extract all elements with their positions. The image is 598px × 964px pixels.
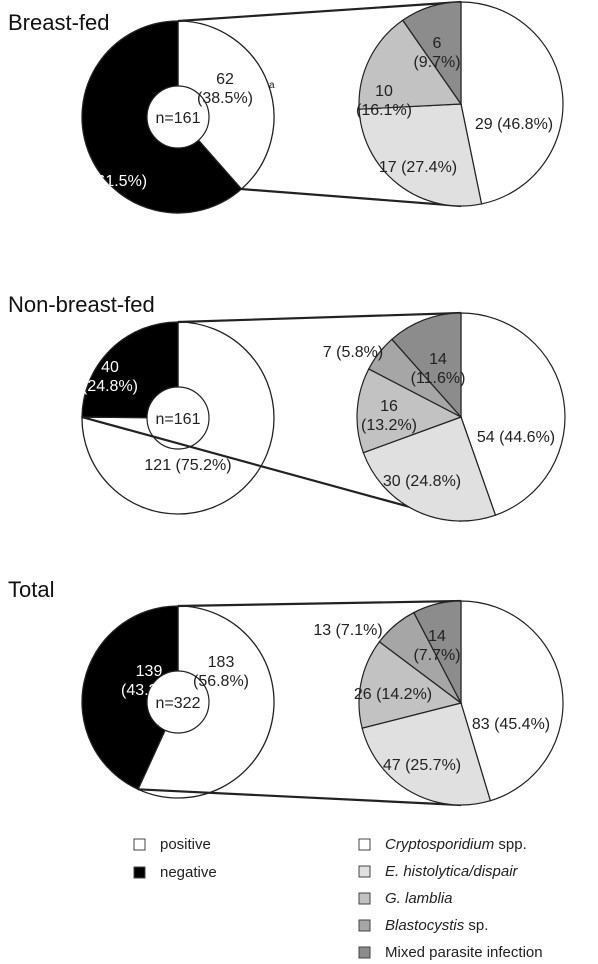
overview-label-negative: 139 (43.2%) (121, 663, 177, 699)
breakdown-label-5: 6 (9.7%) (413, 35, 460, 71)
panel-3: Total n=322 183 (56.8%) 139 (43.2%) 83 (45.4%)… (8, 577, 564, 807)
legend: positive negative Cryptosporidium spp. E. h… (133, 836, 543, 961)
center-disc (146, 386, 210, 450)
legend-swatch (358, 838, 371, 851)
center-label: n=322 (156, 695, 201, 712)
connector-line-top (177, 311, 462, 324)
overview-label-positive: 183 (56.8%) (193, 654, 249, 690)
legend-swatch (133, 866, 146, 879)
breakdown-slice-2 (358, 103, 483, 207)
connector-line-bottom (81, 416, 462, 523)
center-label: n=161 (156, 110, 201, 127)
legend-label: Blastocystis sp. (385, 917, 488, 934)
legend-label: positive (160, 836, 211, 853)
breakdown-slice-1 (460, 600, 564, 802)
legend-swatch (358, 892, 371, 905)
breakdown-slice-5 (413, 600, 462, 704)
connector-line-top (177, 0, 462, 23)
breakdown-slice-2 (361, 702, 492, 806)
breakdown-label-1: 54 (44.6%) (477, 429, 555, 446)
breakdown-label-1: 29 (46.8%) (475, 116, 553, 133)
overview-slice-positive (177, 20, 275, 190)
superscript-note: a (269, 80, 275, 91)
breakdown-label-2: 47 (25.7%) (383, 757, 461, 774)
panel-title: Non-breast-fed (8, 292, 155, 317)
breakdown-slice-3 (356, 368, 463, 454)
connector-line-bottom (241, 187, 462, 208)
legend-item: Cryptosporidium spp. (358, 836, 527, 853)
breakdown-label-3: 16 (13.2%) (361, 398, 417, 434)
legend-label: negative (160, 864, 217, 881)
legend-label: E. histolytica/dispair (385, 863, 519, 880)
panel-1: Breast-fed n=161 62 (38.5%) a 99 (61.5%) 29 (4… (8, 0, 564, 214)
legend-item: negative (133, 864, 217, 881)
legend-label: Cryptosporidium spp. (385, 836, 527, 853)
breakdown-label-5: 14 (11.6%) (411, 351, 466, 387)
breakdown-slice-3 (358, 640, 463, 729)
overview-label-negative: 99 (61.5%) (69, 173, 147, 190)
overview-slice-positive (81, 321, 275, 515)
center-disc (146, 85, 210, 149)
overview-slice-negative (81, 605, 179, 791)
breakdown-slice-1 (460, 1, 564, 205)
breakdown-label-4: 13 (7.1%) (313, 622, 382, 639)
breakdown-slice-5 (391, 312, 462, 419)
overview-label-positive: 121 (75.2%) (144, 457, 231, 474)
legend-item: E. histolytica/dispair (358, 863, 519, 880)
legend-label: G. lamblia (385, 890, 453, 907)
overview-slice-negative (81, 321, 179, 419)
legend-label: Mixed parasite infection (385, 944, 543, 961)
breakdown-slice-1 (460, 312, 566, 516)
breakdown-label-3: 26 (14.2%) (354, 686, 432, 703)
legend-swatch (358, 946, 371, 959)
overview-label-positive: 62 (38.5%) (197, 71, 253, 107)
legend-item: positive (133, 836, 211, 853)
panel-2: Non-breast-fed n=161 121 (75.2%) 40 (24.8%) 5… (8, 292, 566, 523)
breakdown-label-3: 10 (16.1%) (356, 83, 412, 119)
breakdown-label-2: 30 (24.8%) (383, 473, 461, 490)
legend-swatch (133, 838, 146, 851)
panel-title: Total (8, 577, 54, 602)
overview-label-negative: 40 (24.8%) (82, 359, 138, 395)
center-label: n=161 (156, 411, 201, 428)
center-disc (146, 670, 210, 734)
legend-swatch (358, 865, 371, 878)
legend-item: Blastocystis sp. (358, 917, 488, 934)
breakdown-slice-3 (358, 19, 463, 110)
connector-line-top (177, 599, 462, 608)
breakdown-slice-2 (362, 416, 497, 522)
breakdown-slice-5 (401, 1, 462, 106)
breakdown-label-5: 14 (7.7%) (413, 628, 460, 664)
breakdown-label-4: 7 (5.8%) (323, 344, 383, 361)
panel-title: Breast-fed (8, 10, 110, 35)
connector-line-bottom (137, 788, 462, 807)
breakdown-label-2: 17 (27.4%) (379, 159, 457, 176)
legend-item: G. lamblia (358, 890, 453, 907)
legend-swatch (358, 919, 371, 932)
legend-item: Mixed parasite infection (358, 944, 543, 961)
breakdown-label-1: 83 (45.4%) (472, 716, 550, 733)
